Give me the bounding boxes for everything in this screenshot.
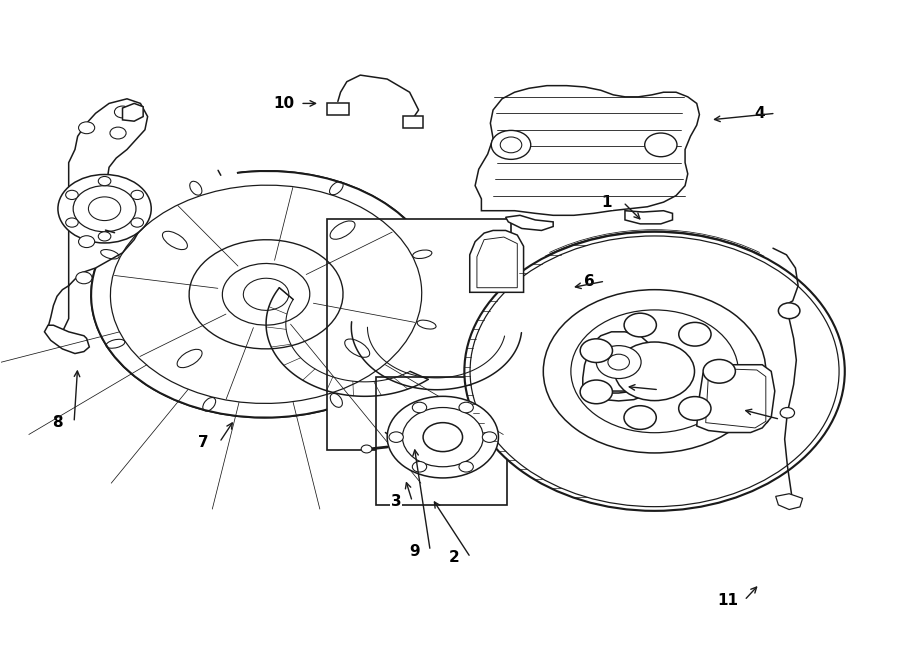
Circle shape bbox=[98, 232, 111, 241]
Circle shape bbox=[58, 175, 151, 243]
Text: 8: 8 bbox=[52, 415, 63, 430]
Text: 7: 7 bbox=[198, 435, 209, 450]
Circle shape bbox=[679, 323, 711, 346]
Text: 1: 1 bbox=[602, 194, 612, 210]
Circle shape bbox=[624, 406, 656, 430]
Polygon shape bbox=[625, 211, 672, 224]
Circle shape bbox=[98, 176, 111, 186]
Circle shape bbox=[718, 381, 736, 394]
Bar bbox=[403, 116, 423, 128]
Circle shape bbox=[571, 310, 738, 433]
Text: 3: 3 bbox=[391, 494, 401, 509]
Circle shape bbox=[73, 186, 136, 232]
Circle shape bbox=[738, 381, 756, 394]
Polygon shape bbox=[583, 332, 654, 393]
Bar bbox=[327, 102, 348, 114]
Circle shape bbox=[76, 272, 92, 284]
Circle shape bbox=[412, 403, 427, 412]
Circle shape bbox=[703, 360, 735, 383]
Polygon shape bbox=[470, 231, 524, 292]
Text: 2: 2 bbox=[449, 550, 460, 565]
Circle shape bbox=[500, 137, 522, 153]
Circle shape bbox=[464, 232, 845, 511]
Polygon shape bbox=[506, 215, 554, 231]
Circle shape bbox=[66, 218, 78, 227]
Text: 4: 4 bbox=[754, 106, 765, 121]
Polygon shape bbox=[44, 325, 89, 354]
Circle shape bbox=[412, 461, 427, 472]
Text: 6: 6 bbox=[584, 274, 594, 289]
Text: 10: 10 bbox=[274, 96, 294, 111]
Polygon shape bbox=[475, 86, 699, 215]
Circle shape bbox=[361, 445, 372, 453]
Circle shape bbox=[402, 408, 483, 467]
Bar bbox=[376, 377, 507, 505]
Wedge shape bbox=[120, 165, 266, 294]
Text: 5: 5 bbox=[637, 382, 648, 397]
Circle shape bbox=[130, 190, 143, 200]
Circle shape bbox=[130, 218, 143, 227]
Polygon shape bbox=[48, 98, 148, 338]
Circle shape bbox=[624, 313, 656, 337]
Circle shape bbox=[482, 432, 497, 442]
Circle shape bbox=[88, 197, 121, 221]
Circle shape bbox=[423, 422, 463, 451]
Text: 11: 11 bbox=[717, 593, 739, 608]
Polygon shape bbox=[776, 494, 803, 510]
Circle shape bbox=[459, 403, 473, 412]
Circle shape bbox=[78, 122, 94, 134]
Circle shape bbox=[387, 397, 499, 478]
Bar bbox=[327, 219, 511, 450]
Polygon shape bbox=[477, 237, 517, 288]
Circle shape bbox=[644, 133, 677, 157]
Circle shape bbox=[389, 432, 403, 442]
Circle shape bbox=[78, 236, 94, 248]
Polygon shape bbox=[697, 365, 775, 432]
Circle shape bbox=[491, 130, 531, 159]
Circle shape bbox=[110, 127, 126, 139]
Circle shape bbox=[544, 290, 766, 453]
Text: 6: 6 bbox=[759, 412, 769, 427]
Circle shape bbox=[780, 408, 795, 418]
Circle shape bbox=[708, 393, 726, 407]
Polygon shape bbox=[122, 103, 143, 121]
Circle shape bbox=[114, 106, 130, 118]
Circle shape bbox=[580, 380, 612, 404]
Ellipse shape bbox=[91, 171, 441, 418]
Circle shape bbox=[459, 461, 473, 472]
Circle shape bbox=[470, 236, 839, 507]
Circle shape bbox=[596, 346, 641, 379]
Text: 9: 9 bbox=[409, 543, 419, 559]
Circle shape bbox=[615, 342, 695, 401]
Circle shape bbox=[66, 190, 78, 200]
Circle shape bbox=[778, 303, 800, 319]
Circle shape bbox=[679, 397, 711, 420]
Circle shape bbox=[580, 339, 613, 362]
Polygon shape bbox=[706, 369, 766, 428]
Circle shape bbox=[608, 354, 629, 370]
